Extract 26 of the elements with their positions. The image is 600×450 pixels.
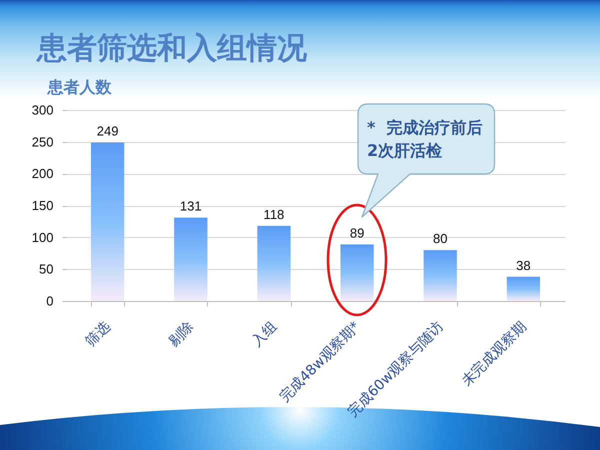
y-tick-label: 200 (32, 166, 54, 182)
annotation: * 完成治疗前后 2次肝活检 (367, 118, 483, 160)
y-tick-label: 50 (39, 262, 54, 277)
y-tick-label: 0 (46, 294, 54, 308)
y-axis-title: 患者人数 (46, 78, 112, 96)
data-label: 89 (350, 225, 364, 240)
y-tick-label: 300 (32, 102, 54, 118)
data-label: 249 (96, 123, 118, 138)
y-tick-label: 150 (32, 198, 54, 213)
x-tick-label: 入组 (248, 318, 280, 350)
bar (90, 142, 124, 301)
x-tick-label: 剔除 (166, 318, 197, 350)
data-label: 80 (433, 231, 448, 246)
bar (340, 244, 374, 301)
data-label: 38 (516, 258, 531, 273)
bar (424, 250, 457, 301)
bar (257, 226, 291, 301)
bar (174, 218, 208, 301)
chart-title: 患者筛选和入组情况 (35, 31, 308, 66)
x-tick-label: 筛选 (82, 318, 114, 350)
y-tick-label: 250 (32, 134, 54, 150)
data-label: 118 (264, 206, 284, 222)
x-tick-label: 未完成观察期 (458, 318, 530, 390)
y-tick-label: 100 (32, 230, 54, 245)
data-label: 131 (180, 198, 202, 214)
bar (506, 276, 540, 301)
